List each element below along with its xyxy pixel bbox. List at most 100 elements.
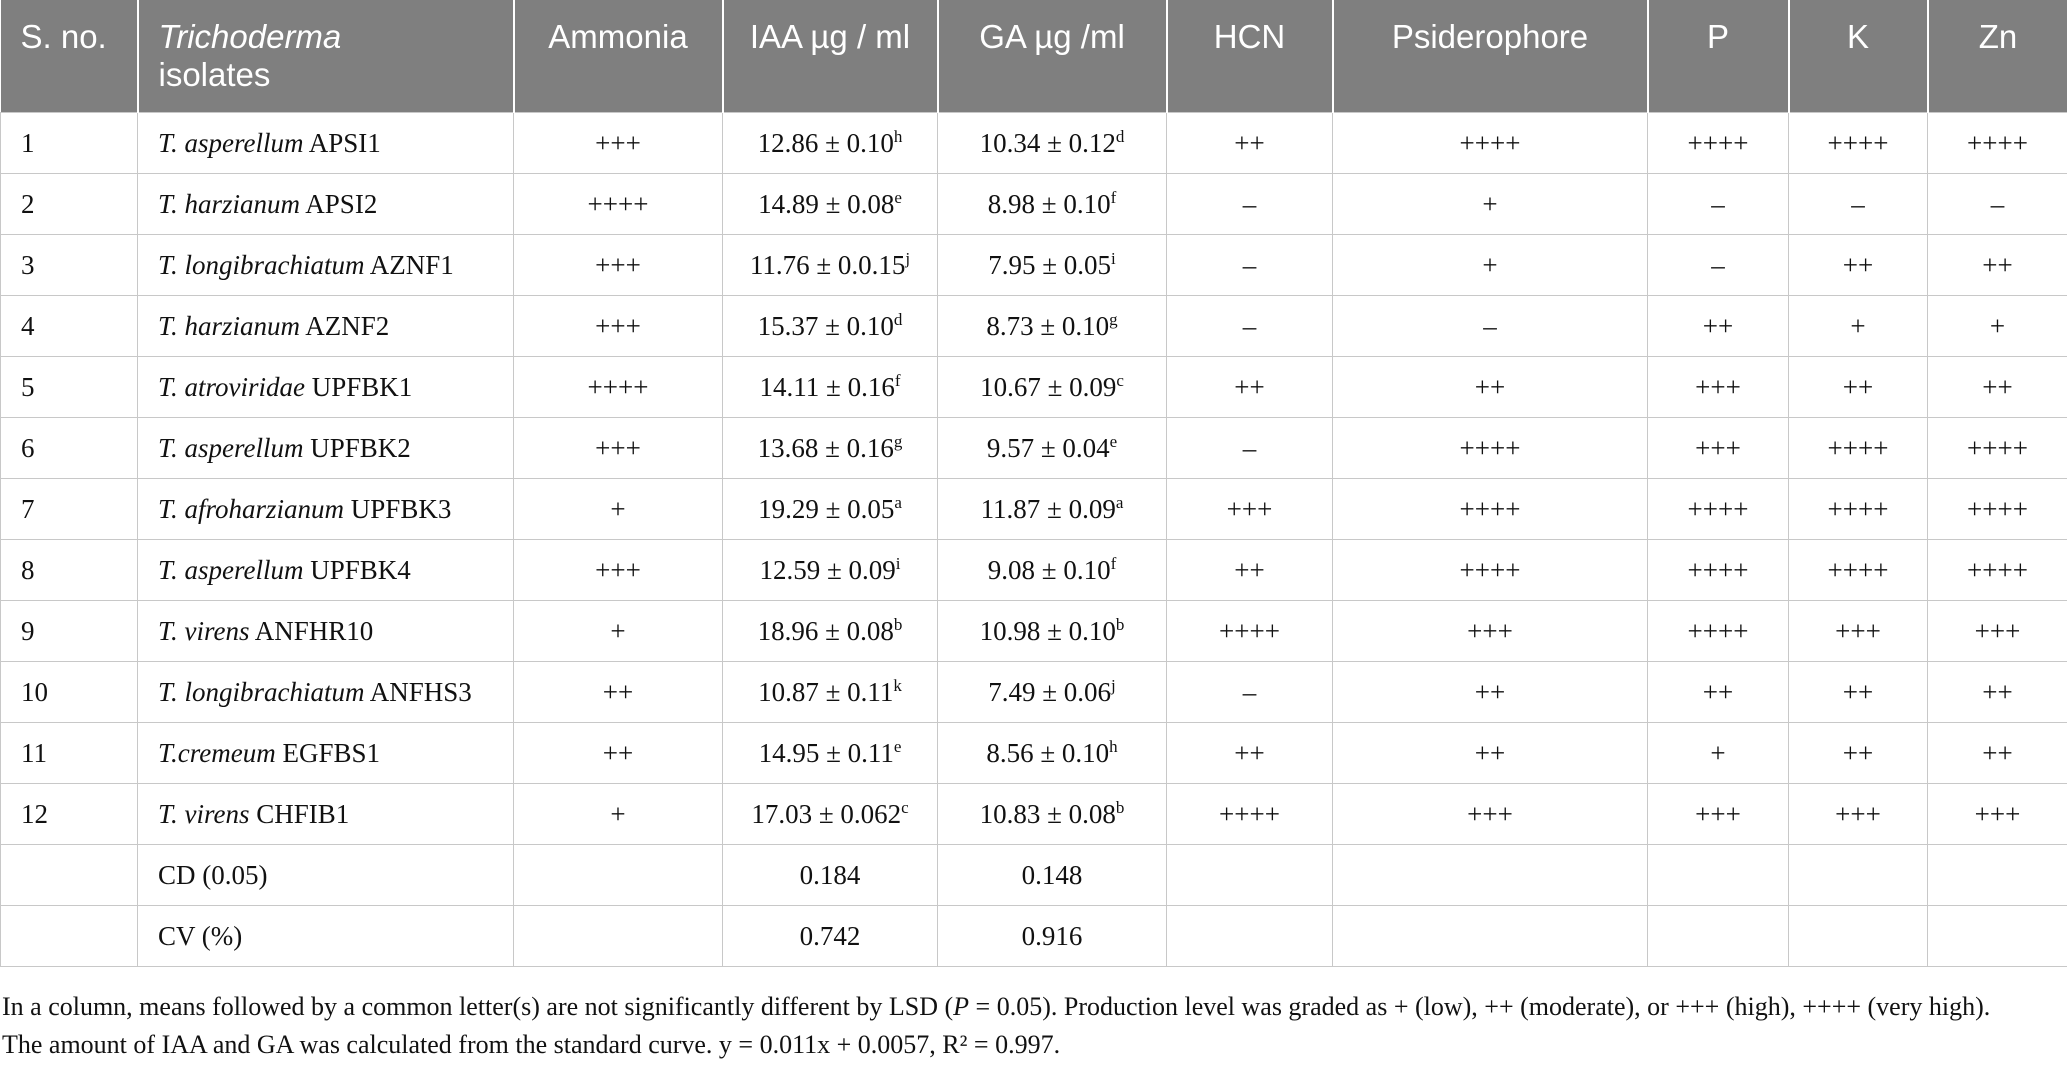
table-row: 2 T. harzianum APSI2 ++++ 14.89 ± 0.08e 8.98… — [0, 173, 2067, 235]
table-row: 4 T. harzianum AZNF2 +++ 15.37 ± 0.10d 8.73 … — [0, 295, 2067, 357]
table-row: 7 T. afroharzianum UPFBK3 +19.29 ± 0.05a 11… — [0, 478, 2067, 540]
cell-isolate: T. asperellum APSI1 — [137, 112, 514, 174]
cell-ammonia: +++ — [513, 112, 723, 174]
cell-ammonia: ++++ — [513, 356, 723, 418]
isolate-strain: UPFBK4 — [310, 554, 411, 585]
cell-iaa: 17.03 ± 0.062c — [722, 783, 938, 845]
cell-hcn-empty — [1166, 844, 1333, 906]
cell-iaa: 14.89 ± 0.08e — [722, 173, 938, 235]
cell-k: + — [1788, 295, 1928, 357]
cell-ga: 8.73 ± 0.10g — [937, 295, 1167, 357]
iaa-value: 14.11 ± 0.16 — [759, 371, 895, 402]
iaa-significance-letter: e — [894, 187, 902, 207]
summary-iaa: 0.184 — [722, 844, 938, 906]
cell-isolate: T. virens CHFIB1 — [137, 783, 514, 845]
cell-psiderophore: + — [1332, 173, 1648, 235]
ga-value: 8.73 ± 0.10 — [986, 310, 1110, 341]
cell-zn: ++ — [1927, 356, 2067, 418]
cell-sno: 3 — [0, 234, 138, 296]
table-row: 3 T. longibrachiatum AZNF1 +++ 11.76 ± 0.0.… — [0, 234, 2067, 296]
cell-psiderophore: ++ — [1332, 722, 1648, 784]
isolate-species: T. atroviridae — [158, 371, 305, 402]
summary-label: CV (%) — [137, 905, 514, 967]
summary-iaa: 0.742 — [722, 905, 938, 967]
cell-ga: 8.98 ± 0.10f — [937, 173, 1167, 235]
cell-ammonia: + — [513, 783, 723, 845]
ga-significance-letter: a — [1115, 492, 1124, 512]
header-iaa: IAA µg / ml — [722, 0, 939, 113]
cell-p: + — [1647, 722, 1789, 784]
cell-k: ++++ — [1788, 417, 1928, 479]
header-hcn: HCN — [1166, 0, 1334, 113]
cell-hcn: ++++ — [1166, 783, 1333, 845]
isolate-species: T. longibrachiatum — [158, 676, 365, 707]
cell-iaa: 12.59 ± 0.09i — [722, 539, 938, 601]
cell-iaa: 14.95 ± 0.11e — [722, 722, 938, 784]
table-row: 10 T. longibrachiatum ANFHS3 ++ 10.87 ± 0.1… — [0, 661, 2067, 723]
cell-zn: ++ — [1927, 234, 2067, 296]
ga-value: 10.34 ± 0.12 — [979, 127, 1116, 158]
cell-hcn: ++ — [1166, 722, 1333, 784]
cell-sno: 12 — [0, 783, 138, 845]
cell-ga: 11.87 ± 0.09a — [937, 478, 1167, 540]
cell-hcn: ++ — [1166, 112, 1333, 174]
cell-zn: ++++ — [1927, 478, 2067, 540]
ga-significance-letter: j — [1111, 675, 1116, 695]
cell-sno: 1 — [0, 112, 138, 174]
iaa-value: 14.95 ± 0.11 — [758, 737, 894, 768]
ga-significance-letter: b — [1115, 614, 1125, 634]
cell-sno: 11 — [0, 722, 138, 784]
cell-hcn: ++ — [1166, 539, 1333, 601]
isolate-species: T. afroharzianum — [158, 493, 345, 524]
cell-ga: 9.08 ± 0.10f — [937, 539, 1167, 601]
cell-k: +++ — [1788, 600, 1928, 662]
cell-p: +++ — [1647, 783, 1789, 845]
ga-value: 7.95 ± 0.05 — [988, 249, 1112, 280]
cell-psiderophore: ++++ — [1332, 417, 1648, 479]
cell-iaa: 13.68 ± 0.16g — [722, 417, 938, 479]
cell-hcn: – — [1166, 661, 1333, 723]
ga-significance-letter: e — [1109, 431, 1118, 451]
iaa-value: 18.96 ± 0.08 — [757, 615, 894, 646]
cell-ammonia: ++ — [513, 661, 723, 723]
cell-zn-empty — [1927, 905, 2067, 967]
iaa-value: 15.37 ± 0.10 — [757, 310, 894, 341]
isolate-species: T. harzianum — [158, 310, 301, 341]
cell-psiderophore: +++ — [1332, 783, 1648, 845]
table-row: 5 T. atroviridae UPFBK1 ++++ 14.11 ± 0.16f 1… — [0, 356, 2067, 418]
cell-psiderophore-empty — [1332, 844, 1648, 906]
cell-isolate: T. asperellum UPFBK2 — [137, 417, 514, 479]
cell-p: ++ — [1647, 295, 1789, 357]
isolate-strain: EGFBS1 — [282, 737, 381, 768]
cell-p: – — [1647, 173, 1789, 235]
footnote-1b: = 0.05). Production level was graded as … — [969, 992, 1991, 1021]
table-row: 8 T. asperellum UPFBK4 +++ 12.59 ± 0.09i 9.0… — [0, 539, 2067, 601]
iaa-significance-letter: k — [893, 675, 902, 695]
isolate-species: T. longibrachiatum — [158, 249, 365, 280]
iaa-significance-letter: d — [893, 309, 903, 329]
table-row: 12 T. virens CHFIB1 +17.03 ± 0.062c 10.83 ±… — [0, 783, 2067, 845]
cell-isolate: T. harzianum AZNF2 — [137, 295, 514, 357]
cell-p: ++++ — [1647, 600, 1789, 662]
cell-ga: 8.56 ± 0.10h — [937, 722, 1167, 784]
cell-sno: 8 — [0, 539, 138, 601]
isolate-species: T. virens — [158, 615, 250, 646]
isolate-strain: AZNF1 — [369, 249, 454, 280]
cell-ga: 10.98 ± 0.10b — [937, 600, 1167, 662]
iaa-value: 12.86 ± 0.10 — [757, 127, 894, 158]
header-k: K — [1788, 0, 1929, 113]
table-row: 9 T. virens ANFHR10 +18.96 ± 0.08b 10.98 ± … — [0, 600, 2067, 662]
cell-psiderophore-empty — [1332, 905, 1648, 967]
header-zn: Zn — [1927, 0, 2067, 113]
cell-ammonia: ++++ — [513, 173, 723, 235]
cell-hcn: ++ — [1166, 356, 1333, 418]
isolate-species: T. asperellum — [158, 432, 304, 463]
ga-significance-letter: c — [1116, 370, 1124, 390]
header-p: P — [1647, 0, 1790, 113]
cell-zn: + — [1927, 295, 2067, 357]
isolate-strain: ANFHS3 — [369, 676, 472, 707]
cell-isolate: T. afroharzianum UPFBK3 — [137, 478, 514, 540]
cell-p: +++ — [1647, 356, 1789, 418]
cell-psiderophore: ++ — [1332, 356, 1648, 418]
iaa-significance-letter: h — [893, 126, 903, 146]
